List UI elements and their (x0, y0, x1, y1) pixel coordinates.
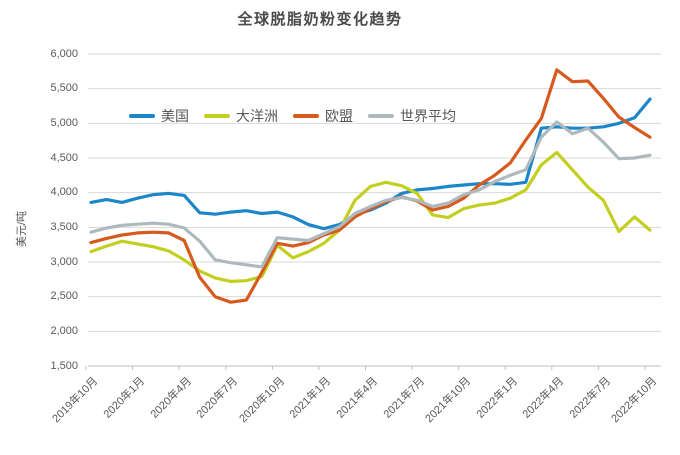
y-tick-label: 3,000 (50, 255, 78, 268)
world-average-series-marker (368, 114, 394, 118)
y-tick-label: 3,500 (50, 220, 78, 233)
us-series-marker (129, 114, 155, 118)
oceania-series-marker (204, 114, 230, 118)
y-tick-label: 6,000 (50, 47, 78, 60)
y-tick-label: 5,000 (50, 116, 78, 129)
y-tick-label: 2,000 (50, 324, 78, 337)
oceania-series-label: 大洋洲 (236, 108, 278, 124)
y-tick-label: 2,500 (50, 290, 78, 303)
legend-item-world-average: 世界平均 (368, 106, 456, 126)
y-tick-label: 5,500 (50, 82, 78, 95)
world-average-series-label: 世界平均 (400, 108, 456, 124)
y-tick-label: 4,000 (50, 186, 78, 199)
y-tick-label: 4,500 (50, 151, 78, 164)
legend-item-us: 美国 (129, 106, 189, 126)
eu-series-label: 欧盟 (325, 108, 353, 124)
y-tick-label: 1,500 (50, 359, 78, 372)
legend-item-eu: 欧盟 (293, 106, 353, 126)
us-series-label: 美国 (161, 108, 189, 124)
chart-title: 全球脱脂奶粉变化趋势 (237, 11, 403, 28)
legend: 美国 大洋洲 欧盟 世界平均 (129, 106, 456, 126)
eu-series-marker (293, 114, 319, 118)
legend-item-oceania: 大洋洲 (204, 106, 278, 126)
